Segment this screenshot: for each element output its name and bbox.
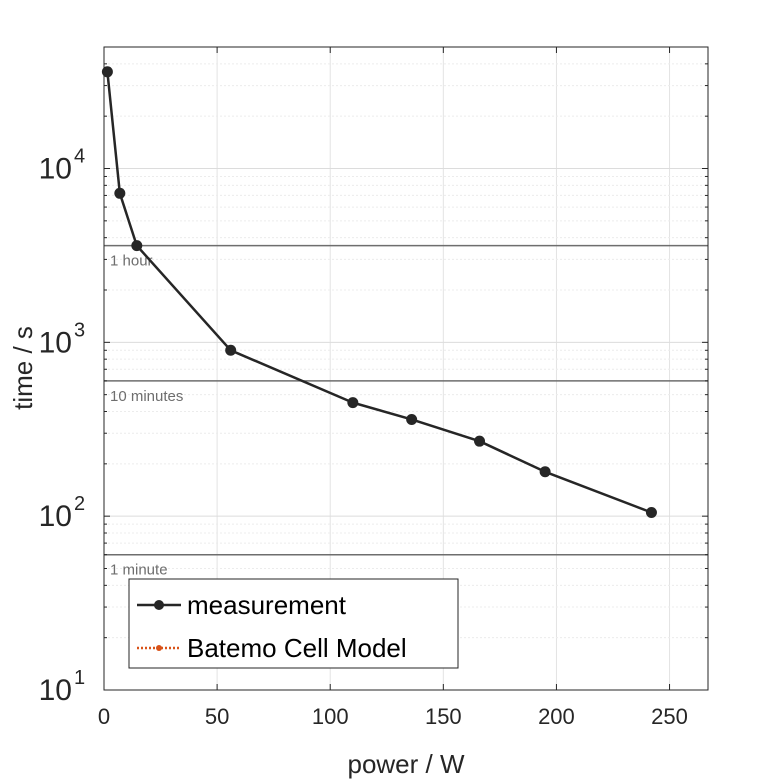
reference-lines: 1 hour 10 minutes 1 minute [104,244,708,579]
data-point [645,506,657,518]
data-point [225,344,237,356]
legend-marker-batemo [156,645,162,651]
x-axis-title: power / W [347,749,464,779]
y-tick-label: 10 4 [39,146,86,186]
y-tick-label: 10 3 [39,319,86,359]
data-point [347,397,359,409]
y-tick-label-exponent: 1 [74,667,85,689]
data-point [131,240,143,252]
data-point [114,187,126,199]
y-axis-title: time / s [8,326,38,410]
x-tick-label: 0 [98,704,110,729]
legend: measurement Batemo Cell Model [128,578,459,669]
plot-frame [103,46,709,691]
legend-box [128,578,459,669]
x-tick-label: 150 [425,704,462,729]
reference-line-label: 10 minutes [110,388,183,405]
x-tick-label: 100 [312,704,349,729]
x-tick-label: 250 [651,704,688,729]
data-point [474,435,486,447]
series-layer [101,66,657,518]
y-tick-label: 10 2 [39,493,86,533]
x-tick-label: 50 [205,704,229,729]
y-tick-label-base: 10 [39,674,72,707]
x-axis: 0 50 100 150 200 250 [98,47,688,729]
data-point [539,466,551,478]
y-tick-label: 10 1 [39,667,86,707]
data-point [101,66,113,78]
data-point [406,413,418,425]
legend-marker-measurement [154,600,164,610]
y-tick-label-exponent: 4 [74,146,85,168]
reference-line-label: 1 minute [110,562,168,579]
y-tick-label-exponent: 3 [74,319,85,341]
legend-label-batemo: Batemo Cell Model [187,633,407,663]
y-tick-label-base: 10 [39,153,72,186]
reference-line-label: 1 hour [110,253,153,270]
legend-label-measurement: measurement [187,590,347,620]
y-tick-label-base: 10 [39,326,72,359]
y-tick-label-base: 10 [39,500,72,533]
y-tick-label-exponent: 2 [74,493,85,515]
x-tick-label: 200 [538,704,575,729]
